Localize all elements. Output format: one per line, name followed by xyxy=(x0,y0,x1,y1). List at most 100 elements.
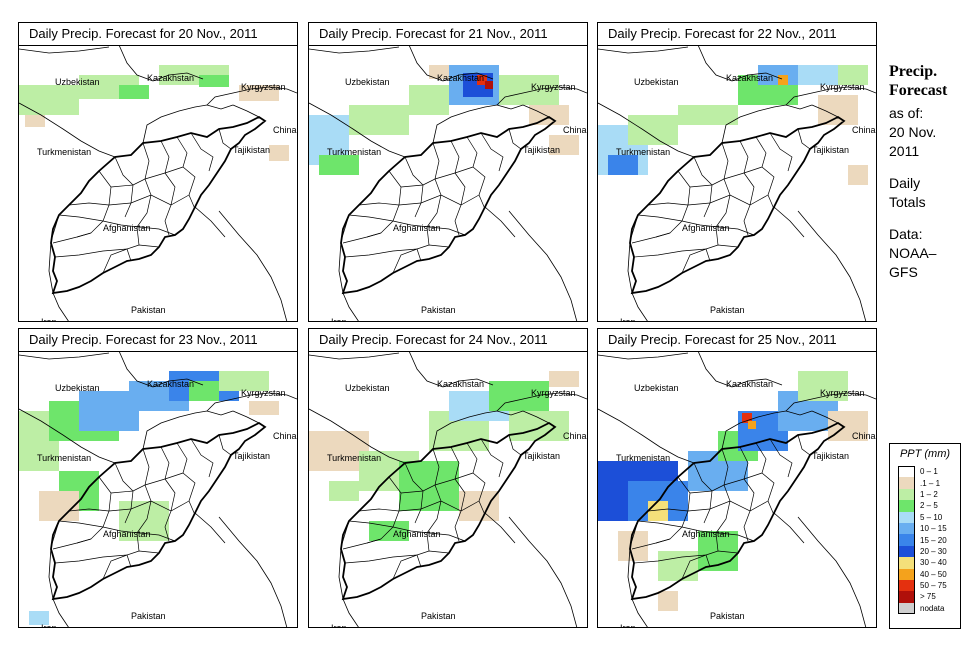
country-border xyxy=(697,351,783,388)
heading-line: Forecast xyxy=(889,82,948,99)
province-border xyxy=(58,214,176,236)
province-border xyxy=(647,194,769,206)
precip-cell xyxy=(489,381,549,411)
province-border xyxy=(218,434,232,456)
precip-cell xyxy=(838,65,868,85)
forecast-map: Uzbekistan Kazakhstan Kyrgyzstan China Turkm… xyxy=(309,351,587,628)
legend-label: 0 – 1 xyxy=(920,467,938,477)
data-source-text: Data: NOAA– GFS xyxy=(889,225,969,282)
country-border xyxy=(508,516,578,628)
province-border xyxy=(769,438,793,478)
country-border xyxy=(598,352,689,360)
panel-title: Daily Precip. Forecast for 24 Nov., 2011 xyxy=(309,329,587,352)
precip-cell xyxy=(349,105,409,135)
province-border xyxy=(358,500,480,512)
legend-item: 15 – 20 xyxy=(898,534,960,546)
country-label-pakistan: Pakistan xyxy=(710,611,745,621)
panel-title: Daily Precip. Forecast for 20 Nov., 2011 xyxy=(19,23,297,46)
legend-label: 2 – 5 xyxy=(920,501,938,511)
country-border xyxy=(142,104,234,144)
precip-cell xyxy=(608,155,638,175)
precip-cell xyxy=(429,65,449,79)
country-border xyxy=(484,206,516,238)
legend-swatch xyxy=(898,591,915,603)
province-border xyxy=(358,194,480,206)
forecast-map: Uzbekistan Kazakhstan Kyrgyzstan China Turkm… xyxy=(19,351,297,628)
province-border xyxy=(54,244,160,258)
forecast-panel-24nov: Daily Precip. Forecast for 24 Nov., 2011… xyxy=(308,328,588,628)
country-label-china: China xyxy=(852,125,876,135)
province-border xyxy=(797,434,811,456)
country-label-pakistan: Pakistan xyxy=(131,305,166,315)
province-border xyxy=(218,128,232,150)
panel-title: Daily Precip. Forecast for 23 Nov., 2011 xyxy=(19,329,297,352)
province-border xyxy=(797,128,811,150)
country-border xyxy=(52,292,70,322)
country-border xyxy=(19,352,110,360)
country-border xyxy=(194,512,226,544)
country-label-uzbekistan: Uzbekistan xyxy=(634,383,679,393)
legend-label: 20 – 30 xyxy=(920,546,947,556)
precip-cell xyxy=(549,371,579,387)
province-border xyxy=(755,442,775,516)
country-label-uzbekistan: Uzbekistan xyxy=(345,383,390,393)
country-label-china: China xyxy=(563,125,587,135)
legend-swatch xyxy=(898,500,915,512)
province-border xyxy=(508,128,522,150)
legend-title: PPT (mm) xyxy=(899,448,951,460)
country-label-iran: Iran xyxy=(41,623,57,628)
country-label-kyrgyzstan: Kyrgyzstan xyxy=(531,82,576,92)
precip-cell xyxy=(628,115,678,145)
precip-cell xyxy=(459,491,499,521)
country-border xyxy=(206,86,297,106)
country-label-kazakhstan: Kazakhstan xyxy=(437,73,484,83)
legend-swatch xyxy=(898,488,915,501)
province-border xyxy=(342,538,382,550)
province-border xyxy=(508,434,522,456)
country-label-iran: Iran xyxy=(41,317,57,322)
legend-label: > 75 xyxy=(920,592,936,602)
country-label-turkmenistan: Turkmenistan xyxy=(616,453,670,463)
precip-cell xyxy=(549,135,579,155)
country-label-china: China xyxy=(852,431,876,441)
forecast-panel-22nov: Daily Precip. Forecast for 22 Nov., 2011… xyxy=(597,22,877,322)
country-border xyxy=(118,45,204,82)
country-border xyxy=(309,102,406,158)
legend-item: .1 – 1 xyxy=(898,477,960,489)
legend-item: > 75 xyxy=(898,591,960,603)
data-line: Data: xyxy=(889,226,923,242)
province-border xyxy=(392,248,422,274)
country-label-tajikistan: Tajikistan xyxy=(233,451,270,461)
country-border xyxy=(721,104,813,144)
precip-cell xyxy=(529,105,569,125)
country-label-tajikistan: Tajikistan xyxy=(523,145,560,155)
precip-cell xyxy=(742,413,752,423)
country-label-turkmenistan: Turkmenistan xyxy=(616,147,670,157)
province-border xyxy=(344,244,450,258)
as-of-text: as of: 20 Nov. 2011 xyxy=(889,104,969,161)
legend-item: 30 – 40 xyxy=(898,557,960,569)
legend-item: 50 – 75 xyxy=(898,579,960,592)
precip-cell xyxy=(29,611,49,625)
daily-totals-text: Daily Totals xyxy=(889,174,969,212)
precip-cell xyxy=(499,75,559,105)
country-border xyxy=(797,210,867,322)
legend-item: 2 – 5 xyxy=(898,500,960,512)
country-border xyxy=(785,86,876,106)
country-label-pakistan: Pakistan xyxy=(421,305,456,315)
country-border xyxy=(48,214,60,294)
province-border xyxy=(681,554,711,580)
province-border xyxy=(693,156,713,218)
country-label-afghanistan: Afghanistan xyxy=(682,223,730,233)
country-border xyxy=(785,392,876,412)
country-label-kazakhstan: Kazakhstan xyxy=(726,73,773,83)
legend-label: 50 – 75 xyxy=(920,581,947,591)
province-border xyxy=(466,442,486,516)
country-border xyxy=(627,214,639,294)
province-border xyxy=(392,554,422,580)
legend-swatch xyxy=(898,522,915,535)
afghanistan-border xyxy=(50,421,267,601)
country-border xyxy=(721,410,813,450)
country-label-kazakhstan: Kazakhstan xyxy=(147,379,194,389)
country-border xyxy=(598,408,695,464)
